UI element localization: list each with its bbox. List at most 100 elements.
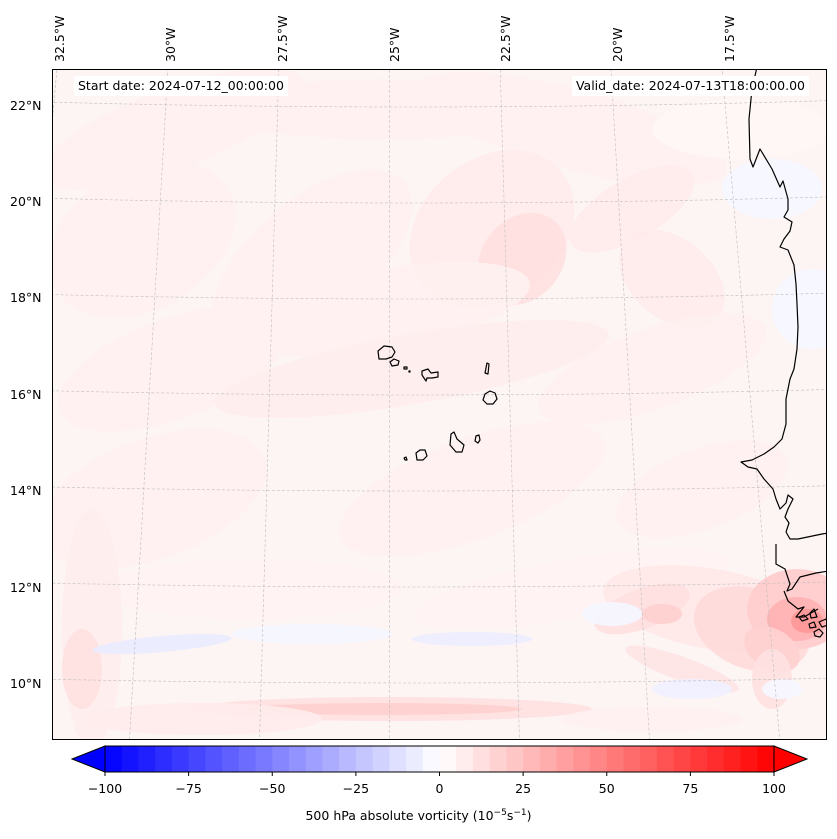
island-outline xyxy=(403,456,408,461)
colorbar-segment xyxy=(222,746,240,772)
contour-fill-region xyxy=(232,624,392,644)
colorbar-segment xyxy=(272,746,290,772)
contour-fill-region xyxy=(57,306,287,432)
island-outline xyxy=(415,449,428,461)
colorbar-segment xyxy=(389,746,407,772)
meridian-line xyxy=(721,69,781,740)
parallel-line xyxy=(52,100,827,108)
colorbar-segment xyxy=(673,746,691,772)
contour-fill-region xyxy=(82,703,322,735)
contour-fills xyxy=(52,69,827,740)
colorbar-segment xyxy=(690,746,708,772)
coastlines xyxy=(377,69,827,638)
island-outline xyxy=(421,368,439,382)
parallel-line xyxy=(52,581,827,588)
island-outline xyxy=(482,390,498,405)
colorbar-tick-label: 25 xyxy=(515,781,532,796)
colorbar-segment xyxy=(288,746,307,772)
valid-date-annotation: Valid_date: 2024-07-13T18:00:00.00 xyxy=(571,76,809,96)
colorbar xyxy=(70,745,809,776)
colorbar-extend-low xyxy=(70,745,106,773)
colorbar-segment xyxy=(723,746,742,772)
colorbar-label-text: 500 hPa absolute vorticity (10−5s−1) xyxy=(305,808,532,824)
contour-fill-region xyxy=(582,602,642,626)
longitude-label: 22.5°W xyxy=(498,15,513,62)
colorbar-segment xyxy=(556,746,574,772)
colorbar-segment xyxy=(707,746,725,772)
graticule xyxy=(52,69,827,740)
coastline xyxy=(775,544,827,592)
contour-fill-region xyxy=(562,707,742,731)
colorbar-segment xyxy=(188,746,206,772)
parallel-line xyxy=(52,677,827,684)
vorticity-field xyxy=(52,69,827,740)
colorbar-segment xyxy=(590,746,608,772)
contour-fill-region xyxy=(234,261,530,357)
colorbar-extend-high xyxy=(773,745,809,773)
contour-fill-region xyxy=(569,165,695,253)
longitude-label: 17.5°W xyxy=(722,15,737,62)
colorbar-tick-label: −75 xyxy=(175,781,202,796)
contour-fill-region xyxy=(214,320,610,418)
contour-fill-region xyxy=(242,703,522,715)
longitude-label: 32.5°W xyxy=(52,15,67,62)
contour-fill-region xyxy=(62,509,122,740)
contour-fill-region xyxy=(417,72,727,186)
colorbar-segment xyxy=(456,746,474,772)
meridian-line xyxy=(259,69,280,740)
colorbar-segment xyxy=(171,746,190,772)
colorbar-segment xyxy=(489,746,507,772)
contour-fill-region xyxy=(762,679,802,699)
colorbar-segment xyxy=(623,746,641,772)
longitude-label: 20°W xyxy=(610,27,625,62)
colorbar-segment xyxy=(305,746,324,772)
colorbar-segment xyxy=(155,746,173,772)
colorbar-segment xyxy=(339,746,357,772)
colorbar-segment xyxy=(121,746,140,772)
colorbar-segment xyxy=(238,746,257,772)
colorbar-segment xyxy=(506,746,524,772)
colorbar-segment xyxy=(606,746,625,772)
contour-fill-region xyxy=(722,159,822,219)
longitude-label: 25°W xyxy=(387,27,402,62)
colorbar-tick-label: 50 xyxy=(598,781,615,796)
contour-fill-region xyxy=(619,229,725,329)
meridian-line xyxy=(610,69,650,740)
start-date-annotation: Start date: 2024-07-12_00:00:00 xyxy=(74,76,288,96)
parallel-line xyxy=(52,485,827,492)
island-outline xyxy=(377,345,396,360)
colorbar-segment xyxy=(757,746,775,772)
contour-fill-region xyxy=(652,679,732,699)
colorbar-segment xyxy=(439,746,457,772)
colorbar-segment xyxy=(372,746,390,772)
colorbar-segment xyxy=(255,746,273,772)
meridian-line xyxy=(499,69,520,740)
coastline xyxy=(809,608,818,619)
colorbar-segment xyxy=(138,746,156,772)
colorbar-tick-label: −25 xyxy=(342,781,370,796)
latitude-label: 22°N xyxy=(10,98,42,113)
colorbar-tick-label: −50 xyxy=(259,781,286,796)
meridian-line xyxy=(129,69,169,740)
island-outline xyxy=(484,362,490,375)
longitude-label: 27.5°W xyxy=(275,15,290,62)
colorbar-label: 500 hPa absolute vorticity (10−5s−1) xyxy=(0,808,837,823)
contour-fill-region xyxy=(412,632,532,646)
island-outline xyxy=(403,366,408,370)
longitude-label: 30°W xyxy=(163,27,178,62)
latitude-label: 12°N xyxy=(10,580,42,595)
contour-fill-region xyxy=(339,421,605,557)
colorbar-segment xyxy=(573,746,591,772)
contour-fill-region xyxy=(642,604,682,624)
colorbar-segment xyxy=(656,746,675,772)
colorbar-segment xyxy=(322,746,340,772)
coastline xyxy=(813,628,824,638)
colorbar-segment xyxy=(472,746,491,772)
island-outline xyxy=(389,358,400,367)
coastline xyxy=(783,590,819,618)
contour-fill-region xyxy=(62,629,102,709)
contour-fill-region xyxy=(538,313,766,425)
colorbar-segment xyxy=(105,746,123,772)
coastline xyxy=(818,618,827,628)
contour-fill-region xyxy=(772,269,827,349)
